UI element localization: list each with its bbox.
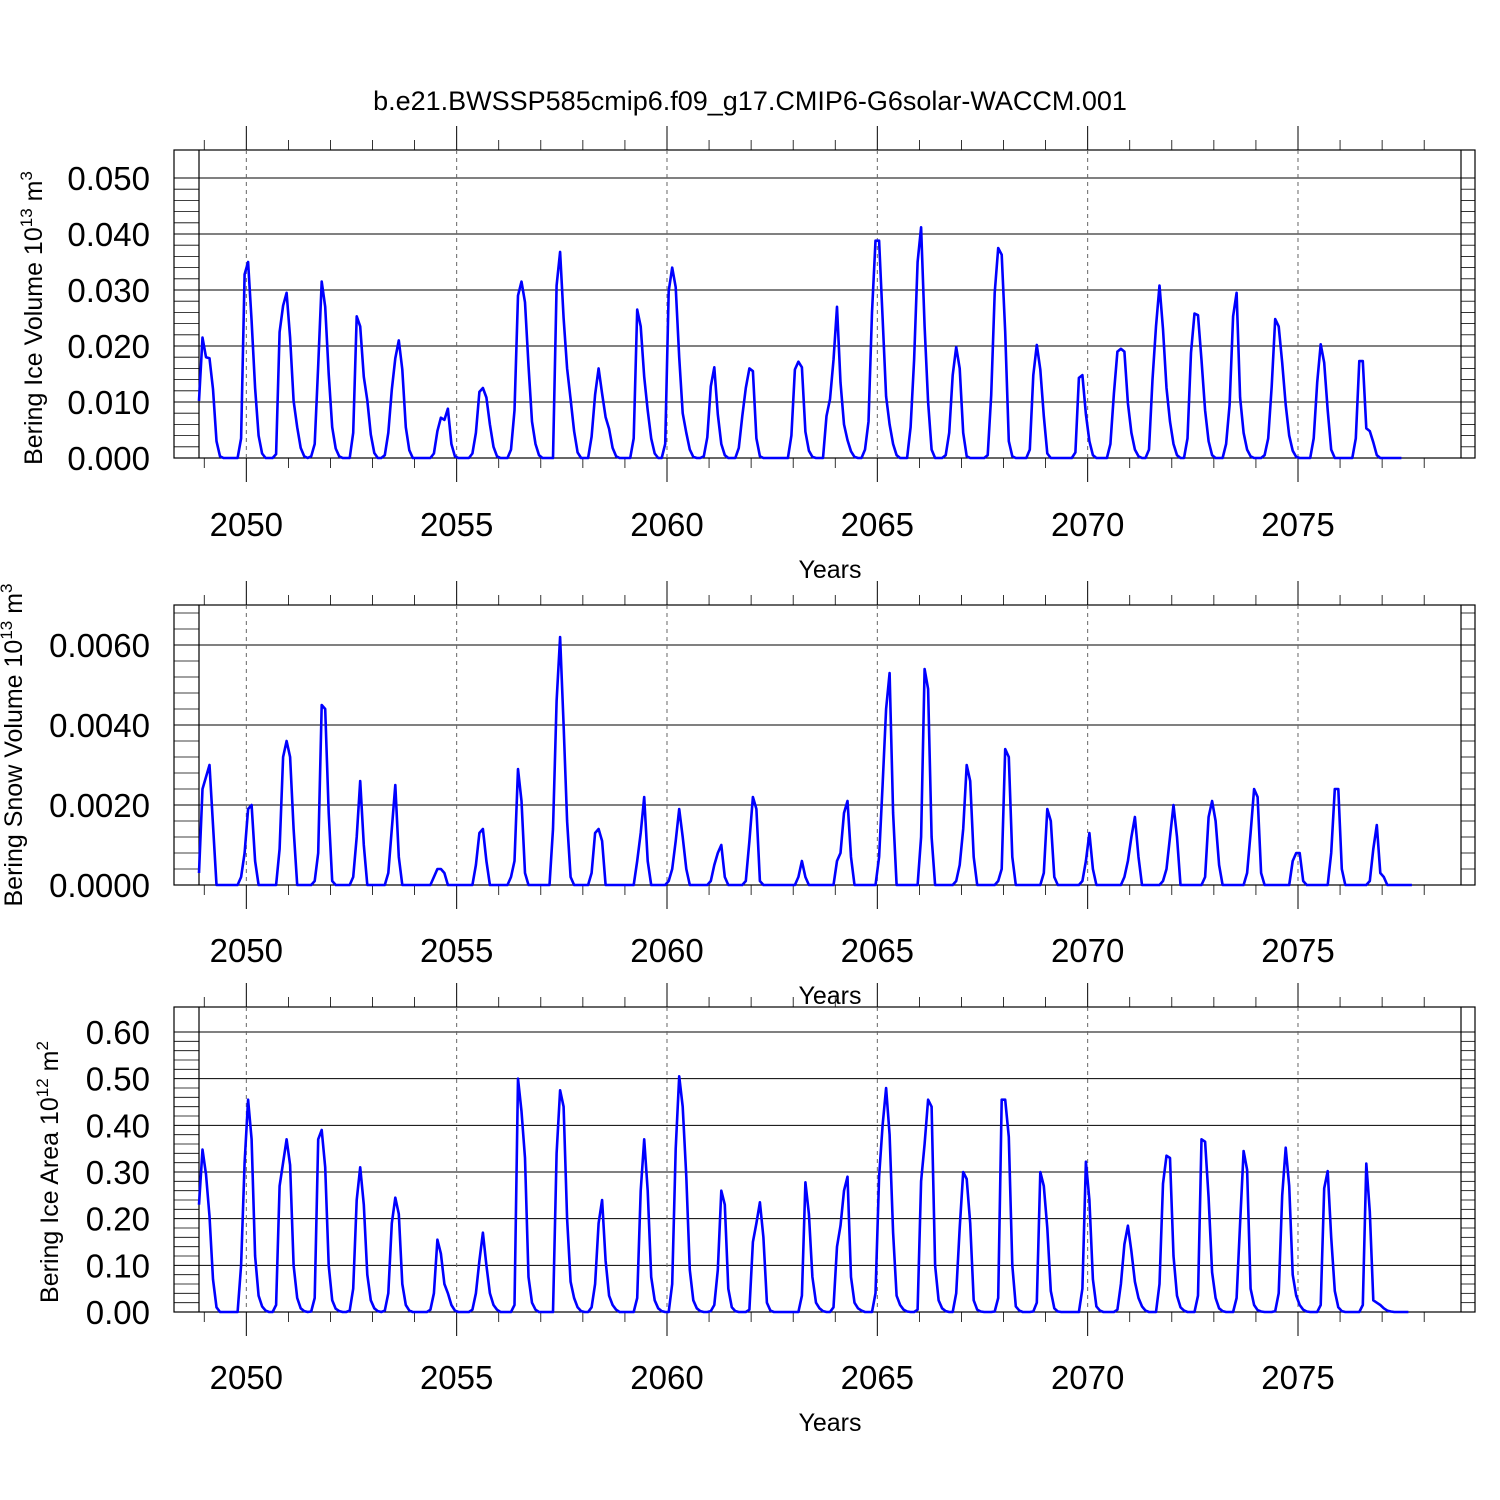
snow-volume-y-tick-label: 0.0060 bbox=[49, 627, 150, 664]
ice-area-y-tick-label: 0.30 bbox=[86, 1154, 150, 1191]
ice-volume-x-tick-label: 2065 bbox=[841, 506, 914, 543]
figure-title: b.e21.BWSSP585cmip6.f09_g17.CMIP6-G6sola… bbox=[373, 86, 1127, 116]
ice-area-x-axis-title: Years bbox=[798, 1409, 861, 1437]
ice-area-y-tick-label: 0.60 bbox=[86, 1014, 150, 1051]
ice-area-x-tick-label: 2070 bbox=[1051, 1359, 1124, 1396]
snow-volume-x-tick-label: 2050 bbox=[210, 932, 283, 969]
ice-volume-x-tick-label: 2070 bbox=[1051, 506, 1124, 543]
ice-volume-x-tick-label: 2075 bbox=[1261, 506, 1334, 543]
ice-volume-y-tick-label: 0.000 bbox=[67, 440, 150, 477]
ice-volume-x-tick-label: 2050 bbox=[210, 506, 283, 543]
ice-area-series-line bbox=[197, 1075, 1409, 1314]
ice-area-y-tick-label: 0.10 bbox=[86, 1247, 150, 1284]
ice-area-y-axis-title: Bering Ice Area 1012 m2 bbox=[33, 1041, 64, 1303]
ice-volume-y-tick-label: 0.030 bbox=[67, 272, 150, 309]
ice-area-y-tick-label: 0.00 bbox=[86, 1294, 150, 1331]
ice-volume-series-line bbox=[197, 226, 1402, 460]
ice-area-x-tick-label: 2075 bbox=[1261, 1359, 1334, 1396]
snow-volume-x-tick-label: 2060 bbox=[630, 932, 703, 969]
ice-volume-y-axis-title: Bering Ice Volume 1013 m3 bbox=[17, 171, 48, 465]
snow-volume-y-tick-label: 0.0000 bbox=[49, 867, 150, 904]
ice-area-x-tick-label: 2065 bbox=[841, 1359, 914, 1396]
snow-volume-y-tick-label: 0.0020 bbox=[49, 787, 150, 824]
ice-volume-y-tick-label: 0.050 bbox=[67, 160, 150, 197]
ice-volume-x-tick-label: 2060 bbox=[630, 506, 703, 543]
snow-volume-x-axis-title: Years bbox=[798, 982, 861, 1010]
snow-volume-x-tick-label: 2055 bbox=[420, 932, 493, 969]
snow-volume-y-axis-title: Bering Snow Volume 1013 m3 bbox=[0, 583, 28, 906]
snow-volume-x-tick-label: 2075 bbox=[1261, 932, 1334, 969]
ice-area-x-tick-label: 2050 bbox=[210, 1359, 283, 1396]
snow-volume-x-tick-label: 2070 bbox=[1051, 932, 1124, 969]
ice-volume-y-tick-label: 0.010 bbox=[67, 384, 150, 421]
ice-area-x-tick-label: 2060 bbox=[630, 1359, 703, 1396]
ice-volume-x-axis-title: Years bbox=[798, 556, 861, 584]
ice-area-y-tick-label: 0.20 bbox=[86, 1201, 150, 1238]
snow-volume-y-tick-label: 0.0040 bbox=[49, 707, 150, 744]
ice-volume-y-tick-label: 0.020 bbox=[67, 328, 150, 365]
ice-volume-y-tick-label: 0.040 bbox=[67, 216, 150, 253]
snow-volume-plot-frame bbox=[173, 604, 1476, 886]
ice-area-y-tick-label: 0.40 bbox=[86, 1107, 150, 1144]
ice-area-x-tick-label: 2055 bbox=[420, 1359, 493, 1396]
ice-volume-x-tick-label: 2055 bbox=[420, 506, 493, 543]
snow-volume-x-tick-label: 2065 bbox=[841, 932, 914, 969]
snow-volume-series-line bbox=[197, 635, 1412, 887]
ice-area-y-tick-label: 0.50 bbox=[86, 1061, 150, 1098]
